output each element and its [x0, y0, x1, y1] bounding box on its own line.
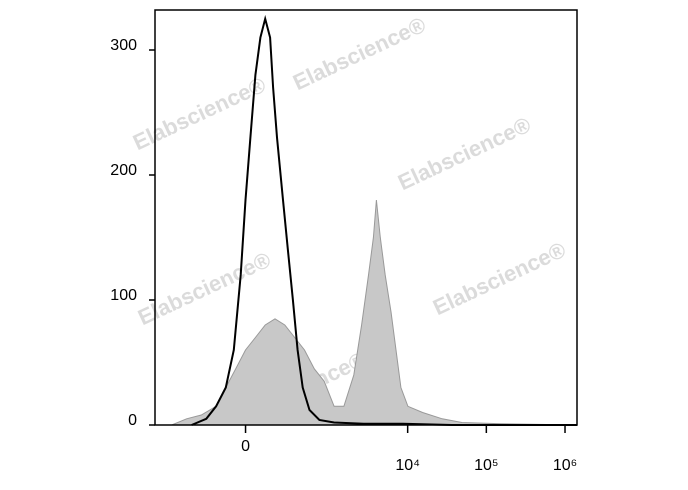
- y-tick-label: 100: [110, 287, 137, 304]
- x-tick-label: 10⁶: [553, 457, 577, 474]
- histogram-area: [171, 199, 578, 426]
- y-tick-label: 200: [110, 162, 137, 179]
- x-tick-label: 10⁵: [474, 457, 498, 474]
- y-tick-label: 300: [110, 37, 137, 54]
- watermark: Elabscience®: [129, 72, 270, 155]
- x-tick-label: 10⁴: [395, 457, 420, 474]
- histogram-line: [191, 14, 577, 426]
- watermark: Elabscience®: [289, 12, 430, 95]
- plot-frame: [154, 9, 578, 426]
- watermark: Elabscience®: [394, 112, 535, 195]
- x-tick-label: 0: [241, 438, 250, 455]
- watermark: Elabscience®: [429, 237, 570, 320]
- y-tick-label: 0: [128, 412, 137, 429]
